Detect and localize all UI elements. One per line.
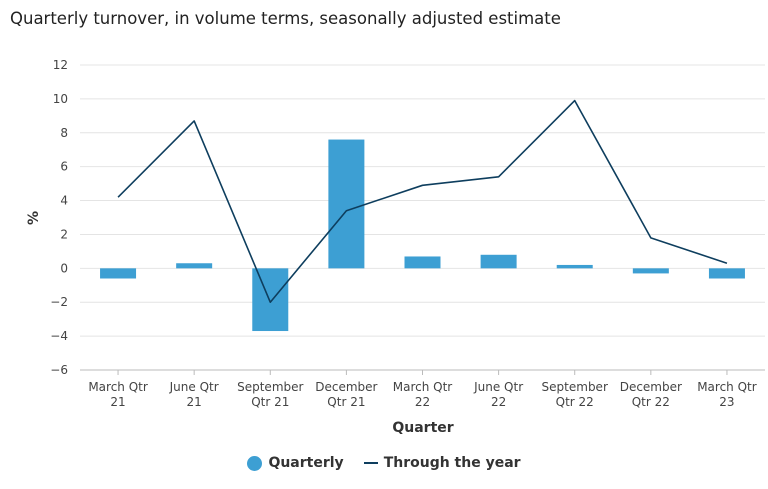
line-point-through-the-year[interactable]: [264, 296, 276, 308]
y-tick-label: 10: [53, 92, 68, 106]
x-tick-label: June Qtr: [473, 380, 523, 394]
x-tick-label: March Qtr: [88, 380, 148, 394]
line-series-through-the-year: [112, 95, 733, 308]
bar-quarterly[interactable]: [404, 256, 441, 269]
x-tick-label: 21: [187, 395, 202, 409]
y-tick-label: 4: [60, 194, 68, 208]
bar-quarterly[interactable]: [480, 254, 517, 269]
y-tick-label: 8: [60, 126, 68, 140]
legend-item-through-the-year[interactable]: Through the year: [363, 455, 521, 471]
x-tick-label: 22: [415, 395, 430, 409]
bar-quarterly[interactable]: [100, 268, 137, 279]
x-tick-label: December: [620, 380, 682, 394]
line-through-the-year[interactable]: [117, 99, 728, 304]
y-tick-label: −4: [50, 329, 68, 343]
chart-title: Quarterly turnover, in volume terms, sea…: [10, 9, 561, 28]
legend-marker-quarterly: [247, 455, 263, 471]
x-tick-label: Qtr 22: [632, 395, 670, 409]
y-tick-label: −2: [50, 295, 68, 309]
bar-quarterly[interactable]: [556, 264, 593, 269]
y-tick-label: 2: [60, 227, 68, 241]
legend-label-through-the-year: Through the year: [383, 455, 521, 471]
y-tick-label: −6: [50, 363, 68, 377]
bar-series-quarterly: [100, 139, 745, 332]
x-tick-label: Qtr 21: [251, 395, 289, 409]
x-tick-label: 21: [110, 395, 125, 409]
x-tick-label: September: [542, 380, 608, 394]
y-axis-ticks: 12 10 8 6 4 2 0 −2 −4 −6: [50, 58, 68, 377]
x-tick-label: March Qtr: [393, 380, 453, 394]
y-axis-title: %: [26, 211, 42, 225]
bar-quarterly[interactable]: [176, 263, 213, 269]
bar-quarterly[interactable]: [328, 139, 365, 269]
x-axis-title: Quarter: [392, 420, 453, 436]
line-point-through-the-year[interactable]: [721, 257, 733, 269]
x-tick-label: Qtr 22: [556, 395, 594, 409]
bar-quarterly[interactable]: [252, 268, 289, 332]
legend-label-quarterly: Quarterly: [268, 455, 344, 471]
gridlines: [80, 64, 765, 371]
y-tick-label: 6: [60, 160, 68, 174]
legend-item-quarterly[interactable]: Quarterly: [247, 455, 344, 471]
line-point-through-the-year[interactable]: [569, 95, 581, 107]
legend: Quarterly Through the year: [0, 455, 768, 471]
bar-quarterly[interactable]: [632, 268, 669, 274]
line-point-through-the-year[interactable]: [340, 205, 352, 217]
y-tick-label: 0: [60, 261, 68, 275]
line-point-through-the-year[interactable]: [417, 179, 429, 191]
line-point-through-the-year[interactable]: [493, 171, 505, 183]
x-tick-label: June Qtr: [169, 380, 219, 394]
line-point-through-the-year[interactable]: [188, 115, 200, 127]
x-tick-label: 23: [719, 395, 734, 409]
x-tick-label: Qtr 21: [327, 395, 365, 409]
x-tick-label: March Qtr: [697, 380, 757, 394]
bar-quarterly[interactable]: [708, 268, 745, 279]
x-tick-label: December: [315, 380, 377, 394]
x-tick-label: September: [237, 380, 303, 394]
x-tick-label: 22: [491, 395, 506, 409]
legend-marker-through-the-year: [363, 462, 378, 464]
line-point-through-the-year[interactable]: [112, 191, 124, 203]
line-point-through-the-year[interactable]: [645, 232, 657, 244]
y-tick-label: 12: [53, 58, 68, 72]
